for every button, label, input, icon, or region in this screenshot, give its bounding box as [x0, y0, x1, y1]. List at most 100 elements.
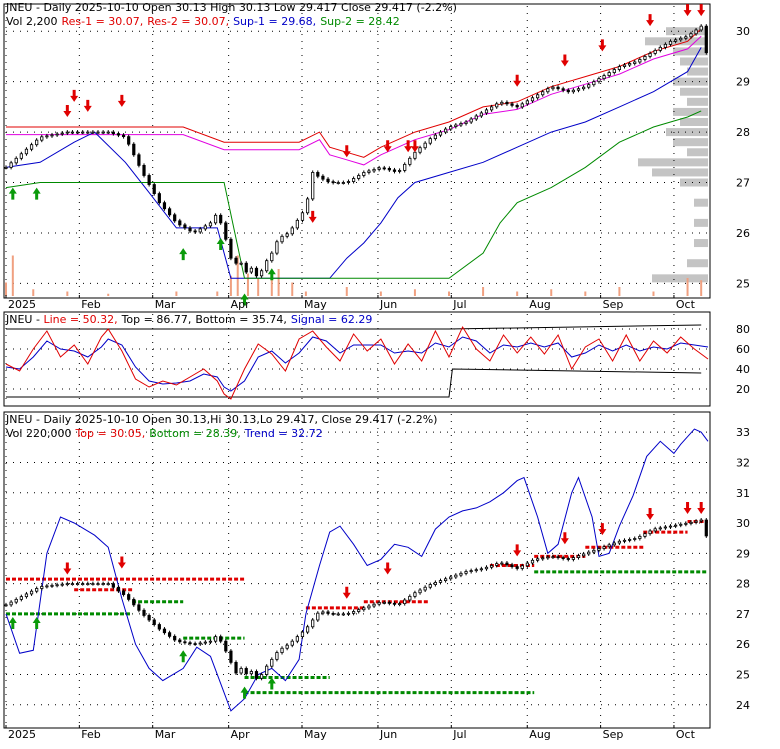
price-x-ticks: 2025 Feb Mar Apr May Jun Jul Aug Sep Oct: [5, 295, 696, 311]
candle-body: [234, 661, 238, 674]
month-label: Aug: [529, 298, 550, 311]
month-label: May: [304, 298, 327, 311]
trend-tick-label: 27: [736, 608, 750, 621]
candle-body: [490, 565, 494, 568]
candle-body: [208, 222, 213, 227]
trend-tick-label: 25: [736, 669, 750, 682]
candle-body: [346, 612, 351, 615]
candle-body: [167, 208, 172, 216]
candle-body: [280, 235, 284, 243]
candle-body: [699, 519, 703, 522]
month-label: Oct: [676, 728, 696, 741]
candle-body: [500, 562, 504, 565]
candle-body: [449, 576, 453, 580]
candle-body: [152, 619, 156, 625]
candle-body: [372, 169, 376, 172]
buy-arrow: [179, 650, 188, 663]
candle-body: [265, 665, 269, 675]
trend-panel: 33 32 31 30 29 28 27 26 25 24 2025 Feb Mar Apr May Jun…: [3, 411, 750, 741]
candle-body: [638, 535, 642, 539]
trend-trend-label: Trend = 32.72: [244, 427, 323, 440]
candle-body: [674, 524, 678, 527]
volume-bar: [413, 289, 416, 296]
trend-tick-label: 28: [736, 578, 750, 591]
support1-line: [5, 47, 702, 279]
candle-body: [505, 562, 509, 566]
candle-body: [147, 615, 151, 621]
candle-body: [280, 647, 284, 653]
trend-ohlc: - Daily 2025-10-10 Open 30.13,Hi 30.13,L…: [32, 413, 437, 426]
candle-body: [653, 528, 657, 532]
candle-body: [382, 167, 386, 170]
candle-body: [433, 582, 437, 585]
candle-body: [464, 571, 468, 574]
price-tick-label: 27: [736, 177, 750, 190]
volume-profile-bar: [666, 128, 708, 137]
trend-tick-label: 33: [736, 426, 750, 439]
candle-body: [229, 650, 233, 663]
candle-body: [469, 118, 473, 123]
volume-bar: [550, 289, 553, 296]
candle-body: [490, 106, 494, 111]
candle-body: [582, 86, 586, 90]
candle-body: [162, 628, 167, 634]
volume-bar: [379, 291, 382, 296]
candle-body: [70, 131, 75, 134]
volume-bar: [686, 278, 689, 296]
candle-body: [587, 551, 591, 555]
price-header-line: JNEU - Daily 2025-10-10 Open 30.13 High …: [5, 1, 457, 14]
candle-body: [188, 227, 192, 232]
candle-body: [413, 151, 417, 159]
candle-body: [633, 538, 637, 540]
candle-body: [561, 557, 565, 559]
candle-body: [520, 103, 524, 108]
candle-body: [346, 181, 351, 183]
candle-body: [704, 25, 708, 54]
candle-body: [9, 601, 13, 606]
volume-bar: [277, 269, 280, 296]
candle-body: [106, 583, 110, 586]
candle-body: [121, 590, 126, 595]
candle-body: [70, 583, 75, 586]
stoch-top-line: [6, 324, 702, 330]
candle-body: [592, 81, 596, 86]
month-label: Jul: [452, 298, 466, 311]
sell-arrow: [513, 74, 522, 87]
candle-body: [556, 556, 560, 559]
candle-body: [454, 574, 458, 578]
candle-body: [219, 214, 223, 224]
candle-body: [602, 546, 606, 549]
candle-body: [541, 557, 545, 560]
candle-body: [582, 553, 586, 557]
volume-profile-bar: [673, 138, 708, 147]
candle-body: [162, 202, 167, 210]
candle-body: [116, 133, 121, 136]
candle-body: [367, 170, 371, 173]
volume-bar: [482, 287, 485, 296]
candle-body: [157, 624, 161, 630]
signal-arrows: [8, 4, 706, 306]
trend-tick-label: 26: [736, 638, 750, 651]
stoch-tick-label: 80: [736, 323, 750, 336]
candle-body: [444, 578, 448, 582]
sell-arrow: [697, 501, 706, 514]
price-candles: [4, 24, 708, 278]
candle-body: [265, 260, 269, 272]
res2-line: [6, 35, 702, 166]
candle-body: [546, 556, 550, 559]
price-symbol: JNEU: [5, 1, 32, 14]
candle-body: [132, 143, 136, 156]
candle-body: [438, 580, 443, 583]
candle-body: [510, 103, 514, 106]
price-grid: [5, 6, 708, 296]
candle-body: [270, 252, 274, 262]
candle-body: [377, 602, 381, 605]
candle-body: [81, 583, 85, 586]
candle-body: [387, 167, 391, 171]
candle-body: [689, 521, 693, 524]
candle-body: [290, 640, 294, 646]
candle-body: [224, 222, 228, 240]
candle-body: [203, 225, 207, 230]
candle-body: [198, 642, 202, 645]
candle-body: [694, 29, 698, 35]
